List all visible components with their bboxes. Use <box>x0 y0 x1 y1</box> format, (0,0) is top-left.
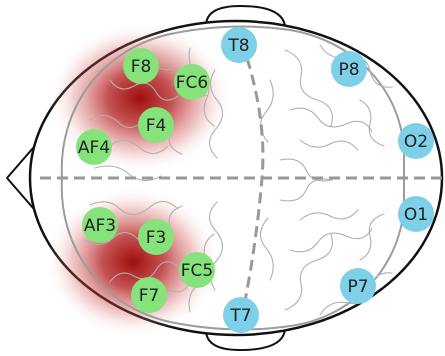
electrode-f7: F7 <box>131 277 167 313</box>
electrode-marker <box>138 107 174 143</box>
electrode-marker <box>82 207 118 243</box>
electrode-marker <box>331 51 367 87</box>
electrode-t7: T7 <box>223 297 259 333</box>
electrode-marker <box>398 196 434 232</box>
heat-region-right <box>48 23 232 173</box>
electrode-marker <box>138 219 174 255</box>
electrode-marker <box>223 297 259 333</box>
electrode-o2: O2 <box>398 123 434 159</box>
electrode-af4: AF4 <box>76 129 112 165</box>
electrode-label: T8 <box>227 36 249 56</box>
electrode-label: F8 <box>131 57 152 77</box>
electrode-label: F4 <box>146 116 167 136</box>
electrode-layer: F8 FC6 F4 AF4 AF3 F3 FC5 F7 T8 P8 O2 O1 P7 T7 <box>76 27 434 333</box>
electrode-f8: F8 <box>123 48 159 84</box>
electrode-f3: F3 <box>138 219 174 255</box>
electrode-marker <box>123 48 159 84</box>
electrode-marker <box>340 268 376 304</box>
electrode-af3: AF3 <box>82 207 118 243</box>
electrode-fc6: FC6 <box>174 64 210 100</box>
electrode-o1: O1 <box>398 196 434 232</box>
electrode-label: AF3 <box>84 216 116 236</box>
electrode-marker <box>76 129 112 165</box>
electrode-label: O1 <box>404 205 428 225</box>
electrode-label: FC5 <box>181 261 213 281</box>
electrode-p7: P7 <box>340 268 376 304</box>
electrode-label: F7 <box>139 286 160 306</box>
electrode-marker <box>179 252 215 288</box>
electrode-t8: T8 <box>221 27 257 63</box>
electrode-fc5: FC5 <box>179 252 215 288</box>
electrode-marker <box>221 27 257 63</box>
electrode-label: FC6 <box>176 73 208 93</box>
electrode-f4: F4 <box>138 107 174 143</box>
electrode-marker <box>174 64 210 100</box>
electrode-label: T7 <box>229 306 251 326</box>
electrode-p8: P8 <box>331 51 367 87</box>
electrode-label: F3 <box>146 228 167 248</box>
electrode-label: AF4 <box>78 138 110 158</box>
electrode-marker <box>131 277 167 313</box>
electrode-label: O2 <box>404 132 428 152</box>
electrode-label: P7 <box>347 277 368 297</box>
electrode-label: P8 <box>338 60 359 80</box>
electrode-marker <box>398 123 434 159</box>
central-sulcus-line <box>234 25 265 327</box>
